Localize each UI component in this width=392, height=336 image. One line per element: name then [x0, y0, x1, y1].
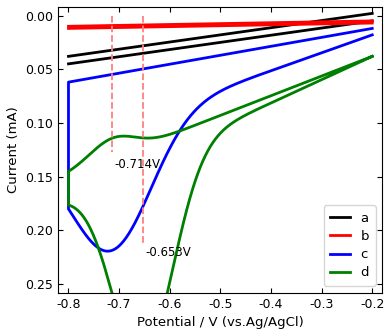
- Text: -0.653V: -0.653V: [145, 246, 191, 259]
- X-axis label: Potential / V (vs.Ag/AgCl): Potential / V (vs.Ag/AgCl): [137, 316, 304, 329]
- Y-axis label: Current (mA): Current (mA): [7, 107, 20, 193]
- Legend: a, b, c, d: a, b, c, d: [324, 205, 376, 286]
- Text: -0.714V: -0.714V: [114, 158, 161, 171]
